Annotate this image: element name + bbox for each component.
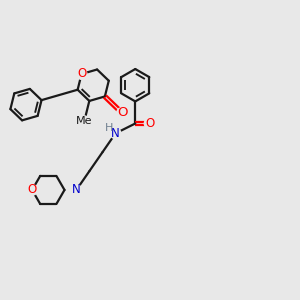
Circle shape bbox=[76, 69, 87, 79]
Circle shape bbox=[104, 123, 114, 134]
Circle shape bbox=[79, 116, 90, 127]
Text: O: O bbox=[145, 117, 154, 130]
Text: Me: Me bbox=[76, 116, 92, 126]
Circle shape bbox=[71, 185, 82, 195]
Circle shape bbox=[110, 128, 121, 139]
Text: N: N bbox=[111, 127, 120, 140]
Circle shape bbox=[27, 185, 38, 195]
Text: O: O bbox=[77, 68, 86, 80]
Text: N: N bbox=[72, 184, 81, 196]
Circle shape bbox=[117, 108, 127, 118]
Text: H: H bbox=[105, 123, 113, 133]
Text: O: O bbox=[117, 106, 127, 119]
Circle shape bbox=[144, 118, 155, 129]
Text: O: O bbox=[28, 184, 37, 196]
